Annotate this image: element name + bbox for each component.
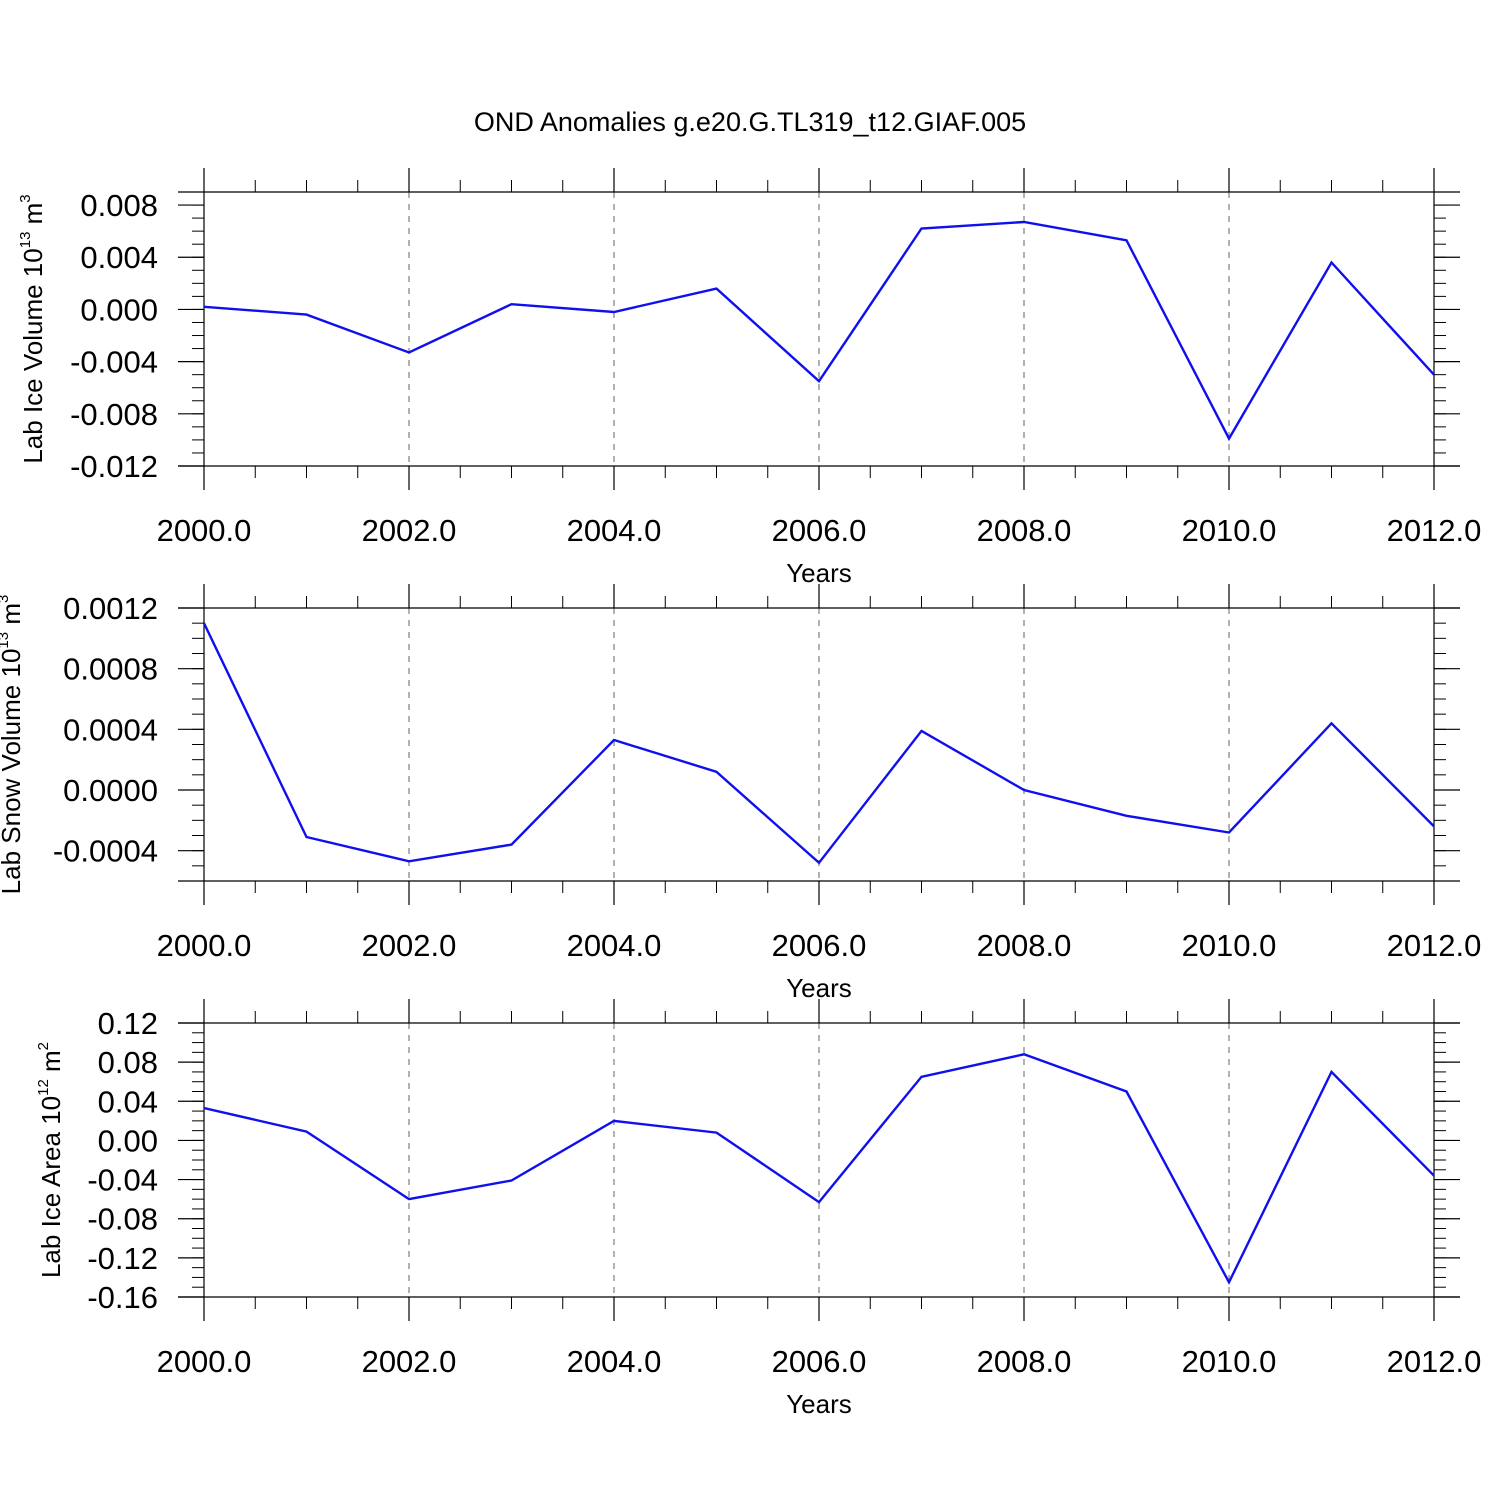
x-tick-label: 2000.0	[157, 928, 252, 963]
x-tick-label: 2012.0	[1387, 513, 1482, 548]
y-tick-label: -0.008	[70, 397, 158, 432]
y-tick-label: 0.0012	[63, 591, 158, 626]
y-tick-label: -0.12	[87, 1241, 158, 1276]
x-axis-label: Years	[786, 558, 852, 588]
x-tick-label: 2006.0	[772, 513, 867, 548]
x-tick-label: 2004.0	[567, 928, 662, 963]
x-tick-label: 2008.0	[977, 513, 1072, 548]
y-tick-label: -0.16	[87, 1280, 158, 1315]
y-tick-label: 0.04	[98, 1084, 158, 1119]
y-axis-label: Lab Ice Area 1012 m2	[35, 1042, 66, 1278]
y-tick-label: -0.04	[87, 1163, 158, 1198]
y-tick-label: -0.0004	[53, 834, 158, 869]
y-tick-label: -0.012	[70, 449, 158, 484]
x-tick-label: 2000.0	[157, 1344, 252, 1379]
y-tick-label: 0.12	[98, 1006, 158, 1041]
y-tick-label: 0.00	[98, 1123, 158, 1158]
panel-1: -0.012 -0.008 -0.004 0.000 0.004 0.008 2000.0 2…	[17, 168, 1481, 588]
y-tick-label: 0.0004	[63, 712, 158, 747]
y-tick-label: -0.004	[70, 345, 158, 380]
x-tick-label: 2010.0	[1182, 1344, 1277, 1379]
x-tick-label: 2012.0	[1387, 1344, 1482, 1379]
series-line	[202, 622, 1435, 865]
y-axis-label: Lab Ice Volume 1013 m3	[17, 194, 48, 463]
x-tick-label: 2010.0	[1182, 928, 1277, 963]
figure-title: OND Anomalies g.e20.G.TL319_t12.GIAF.005	[474, 107, 1026, 137]
panel-2: -0.0004 0.0000 0.0004 0.0008 0.0012 2000.0 200…	[0, 584, 1481, 1003]
x-tick-label: 2002.0	[362, 513, 457, 548]
x-axis-label: Years	[786, 973, 852, 1003]
x-tick-label: 2002.0	[362, 1344, 457, 1379]
y-tick-label: 0.008	[80, 188, 158, 223]
x-tick-label: 2008.0	[977, 1344, 1072, 1379]
series-line	[203, 220, 1435, 442]
x-tick-label: 2008.0	[977, 928, 1072, 963]
y-tick-label: 0.000	[80, 292, 158, 327]
x-tick-label: 2006.0	[772, 928, 867, 963]
x-tick-label: 2000.0	[157, 513, 252, 548]
y-tick-label: -0.08	[87, 1202, 158, 1237]
x-tick-label: 2006.0	[772, 1344, 867, 1379]
x-axis-label: Years	[786, 1389, 852, 1419]
x-tick-label: 2004.0	[567, 513, 662, 548]
y-axis-label: Lab Snow Volume 1013 m3	[0, 595, 26, 895]
y-tick-label: 0.0008	[63, 652, 158, 687]
x-tick-label: 2012.0	[1387, 928, 1482, 963]
series-line	[203, 1053, 1435, 1285]
x-tick-label: 2004.0	[567, 1344, 662, 1379]
panel-3: -0.16 -0.12 -0.08 -0.04 0.00 0.04 0.08 0.12 2000…	[35, 999, 1481, 1419]
y-tick-label: 0.08	[98, 1045, 158, 1080]
x-tick-label: 2010.0	[1182, 513, 1277, 548]
x-tick-label: 2002.0	[362, 928, 457, 963]
y-tick-label: 0.004	[80, 240, 158, 275]
y-tick-label: 0.0000	[63, 773, 158, 808]
